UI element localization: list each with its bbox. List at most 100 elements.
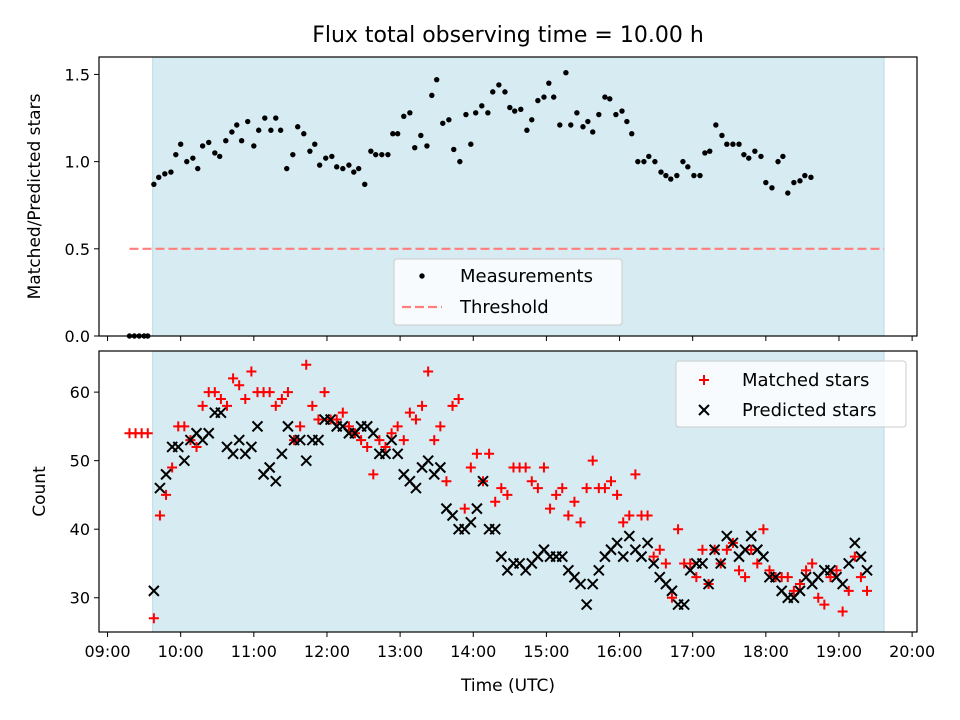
x-tick-label: 16:00 [596, 642, 642, 661]
matched-point [587, 455, 598, 466]
predicted-point [708, 544, 721, 556]
matched-point [179, 421, 190, 432]
axes-frame [98, 350, 918, 633]
matched-point [368, 469, 379, 480]
predicted-point [769, 571, 782, 583]
measurement-point [563, 69, 569, 76]
measurement-point [457, 158, 463, 165]
matched-point [380, 441, 391, 452]
matched-point [697, 544, 708, 555]
matched-point [794, 579, 805, 590]
matched-point [313, 414, 324, 425]
measurement-point [277, 127, 284, 133]
matched-point [465, 462, 476, 473]
measurement-point [590, 129, 596, 135]
measurement-point [206, 139, 212, 146]
measurement-point [574, 110, 580, 116]
measurement-point [440, 120, 446, 126]
matched-point [721, 544, 732, 555]
matched-point [215, 393, 226, 404]
legend-label-matched: Matched stars [742, 370, 869, 391]
matched-point [295, 421, 306, 432]
matched-point [764, 565, 775, 576]
matched-point [758, 524, 769, 535]
legend [393, 258, 623, 326]
matched-point [264, 387, 275, 398]
predicted-point [465, 516, 477, 529]
measurement-point [255, 127, 262, 133]
measurement-point [568, 122, 574, 128]
measurement-point [401, 113, 407, 119]
predicted-point [160, 468, 172, 481]
measurement-point [780, 153, 786, 160]
measurement-point [340, 165, 346, 172]
measurement-point [769, 185, 775, 191]
predicted-point [477, 475, 489, 487]
x-tick-label: 10:00 [158, 642, 204, 661]
matched-point [228, 373, 239, 384]
matched-point [563, 510, 574, 521]
matched-point [398, 435, 409, 446]
measurement-point [368, 148, 374, 154]
matched-point [307, 400, 318, 411]
predicted-point [556, 550, 568, 563]
measurement-point [390, 131, 396, 137]
y-tick-label: 0.5 [65, 240, 90, 259]
predicted-point [391, 448, 404, 460]
x-tick-label: 19:00 [816, 642, 862, 661]
predicted-point [172, 441, 184, 453]
matched-point [167, 462, 178, 473]
matched-point [520, 462, 531, 473]
measurement-point [635, 158, 641, 165]
measurement-point [301, 131, 307, 137]
measurement-point [268, 127, 274, 133]
y-axis-label: Matched/Predicted stars [25, 93, 45, 299]
measurement-point [238, 138, 245, 144]
measurement-point [541, 94, 547, 100]
measurement-point [719, 132, 725, 139]
matched-point [319, 387, 330, 398]
legend-label-predicted: Predicted stars [742, 400, 876, 421]
measurement-point [472, 110, 479, 116]
predicted-point [739, 544, 751, 556]
measurement-point [162, 171, 168, 177]
matched-point [343, 421, 354, 432]
predicted-point [678, 598, 690, 611]
measurement-point [156, 174, 162, 181]
predicted-point [641, 537, 654, 549]
measurement-point [229, 129, 235, 135]
legend-marker-predicted [698, 404, 710, 416]
matched-point [837, 606, 848, 617]
predicted-point [635, 550, 648, 563]
measurement-point [479, 103, 485, 109]
y-tick-label: 30 [70, 589, 90, 608]
measurement-point [524, 127, 530, 133]
measurement-point [652, 158, 658, 165]
measurement-point [407, 110, 413, 116]
matched-point [788, 585, 799, 596]
panel-2 [94, 350, 918, 637]
matched-point [862, 585, 873, 596]
measurement-point [168, 169, 174, 175]
y-tick-label: 60 [70, 383, 90, 402]
matched-point [386, 428, 397, 439]
measurement-point [535, 97, 541, 104]
y-axis-label: Count [30, 466, 50, 517]
measurement-point [619, 108, 625, 114]
measurement-point [379, 151, 385, 158]
measurement-point [190, 155, 196, 161]
matched-point [191, 441, 202, 452]
measurement-point [468, 141, 474, 147]
measurement-point [512, 108, 518, 114]
matched-point [197, 400, 208, 411]
measurement-point [151, 181, 157, 187]
measurement-point [234, 122, 240, 128]
series-matched-stars [124, 359, 873, 624]
matched-point [538, 462, 549, 473]
predicted-point [843, 557, 855, 570]
legend-box [393, 258, 623, 326]
axes-frame [98, 56, 918, 337]
matched-point [782, 572, 793, 583]
matched-point [423, 366, 434, 377]
predicted-point [379, 448, 392, 460]
